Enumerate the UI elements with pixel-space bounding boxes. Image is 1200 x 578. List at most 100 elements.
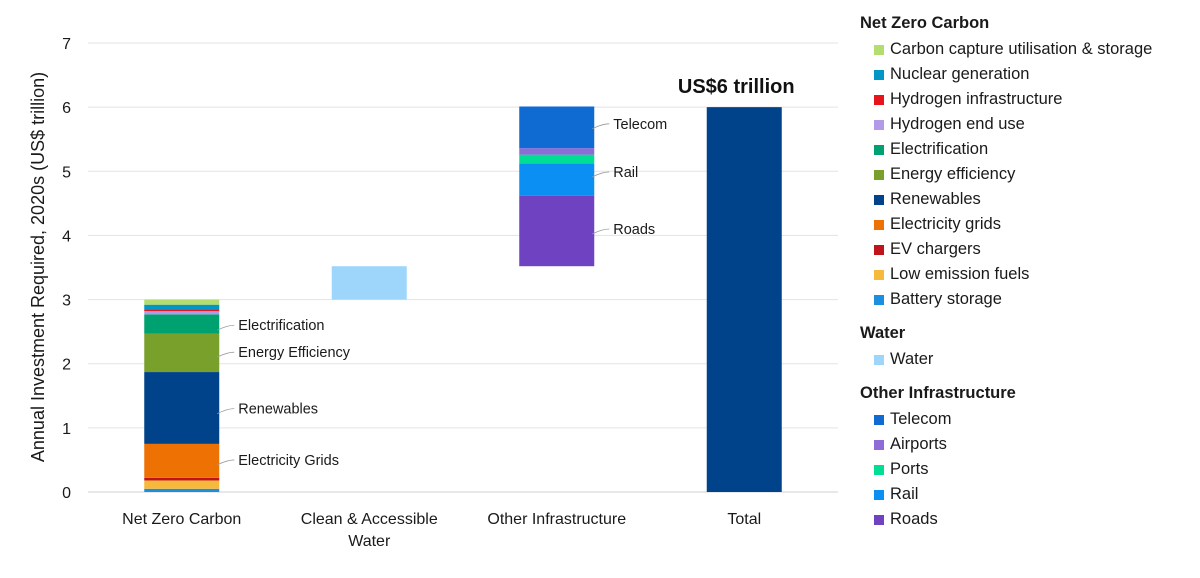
x-category-label: Total [727, 511, 761, 528]
legend-swatch [874, 94, 884, 105]
legend-swatch [874, 44, 884, 55]
legend-swatch [874, 464, 884, 475]
bar-segment-carbon-capture-utilisation-storage [144, 299, 220, 305]
legend-swatch [874, 219, 884, 230]
legend-item-carbon-capture-utilisation-storage: Carbon capture utilisation & storage [860, 37, 1196, 62]
bar-segment-battery-storage [144, 488, 220, 492]
legend-swatch [874, 294, 884, 305]
legend-swatch [874, 514, 884, 525]
bar-segment-hydrogen-end-use [144, 311, 220, 315]
x-category-label: Other Infrastructure [487, 511, 626, 528]
x-category-label: Clean & Accessible [301, 511, 438, 528]
legend-label: Nuclear generation [890, 65, 1030, 83]
legend-swatch [874, 194, 884, 205]
legend-swatch [874, 119, 884, 130]
legend-label: Rail [890, 485, 919, 503]
x-category-label: Water [348, 533, 391, 550]
bar-segment-renewables [144, 372, 220, 444]
bar-segment-electrification [144, 314, 220, 334]
legend-item-airports: Airports [860, 432, 1196, 457]
legend-label: EV chargers [890, 240, 981, 258]
total-label: US$6 trillion [678, 76, 795, 98]
annotation-leader [217, 459, 235, 466]
legend-label: Roads [890, 510, 938, 528]
legend-label: Airports [890, 435, 947, 453]
bars [144, 106, 782, 493]
annotation-roads: Roads [613, 222, 655, 238]
annotation-rail: Rail [613, 165, 638, 181]
bar-segment-telecom [519, 106, 595, 149]
annotation-renewables: Renewables [238, 402, 318, 418]
legend-label: Telecom [890, 410, 952, 428]
annotation-leader [217, 408, 235, 414]
legend-item-water: Water [860, 347, 1196, 372]
annotation-leader [592, 228, 610, 235]
annotation-electrification: Electrification [238, 318, 324, 334]
annotation-telecom: Telecom [613, 117, 667, 133]
bar-segment-total [706, 107, 782, 493]
legend-label: Low emission fuels [890, 265, 1030, 283]
y-tick-label: 4 [62, 228, 71, 245]
legend-item-rail: Rail [860, 482, 1196, 507]
bar-segment-energy-efficiency [144, 333, 220, 373]
legend-swatch [874, 69, 884, 80]
legend-item-energy-efficiency: Energy efficiency [860, 162, 1196, 187]
legend-label: Carbon capture utilisation & storage [890, 40, 1153, 58]
legend-item-electricity-grids: Electricity grids [860, 212, 1196, 237]
investment-chart: 0 1 2 3 4 5 6 7 Electrification Energy Efficienc… [28, 36, 838, 550]
y-tick-label: 7 [62, 36, 71, 53]
annotation-leader [592, 123, 610, 130]
bar-segment-electricity-grids [144, 443, 220, 478]
annotation-leader [217, 351, 235, 358]
legend-label: Battery storage [890, 290, 1002, 308]
legend-item-nuclear-generation: Nuclear generation [860, 62, 1196, 87]
bar-segment-airports [519, 148, 595, 155]
legend-label: Energy efficiency [890, 165, 1016, 183]
legend-label: Water [890, 350, 934, 368]
legend-swatch [874, 414, 884, 425]
legend-label: Hydrogen infrastructure [890, 90, 1063, 108]
legend-swatch [874, 354, 884, 365]
legend-label: Hydrogen end use [890, 115, 1025, 133]
annotation-energy-efficiency: Energy Efficiency [238, 345, 351, 361]
legend-item-battery-storage: Battery storage [860, 287, 1196, 312]
annotation-electricity-grids: Electricity Grids [238, 453, 339, 469]
bar-segment-ev-chargers [144, 477, 220, 481]
legend-group-title: Net Zero Carbon [860, 14, 990, 32]
bar-segment-ports [519, 154, 595, 164]
legend-label: Ports [890, 460, 929, 478]
legend-group-title: Other Infrastructure [860, 384, 1016, 402]
legend-group-title: Water [860, 324, 906, 342]
legend-item-hydrogen-infrastructure: Hydrogen infrastructure [860, 87, 1196, 112]
legend-label: Electrification [890, 140, 989, 158]
y-axis-label: Annual Investment Required, 2020s (US$ t… [28, 72, 48, 462]
legend-item-telecom: Telecom [860, 407, 1196, 432]
bar-segment-roads [519, 195, 595, 267]
y-tick-label: 5 [62, 164, 71, 181]
annotations: Electrification Energy Efficiency Renewabl… [217, 117, 667, 469]
bar-segment-rail [519, 163, 595, 196]
legend-group-other-infrastructure: Other Infrastructure Telecom Airports Ports… [860, 382, 1196, 532]
annotation-leader [217, 324, 235, 331]
legend-item-electrification: Electrification [860, 137, 1196, 162]
y-tick-label: 1 [62, 421, 71, 438]
legend-label: Electricity grids [890, 215, 1001, 233]
legend-group-water: Water Water [860, 322, 1196, 372]
legend-swatch [874, 169, 884, 180]
legend: Net Zero Carbon Carbon capture utilisatio… [860, 12, 1196, 542]
x-axis-categories: Net Zero Carbon Clean & Accessible Water Ot… [122, 511, 761, 550]
x-category-label: Net Zero Carbon [122, 511, 241, 528]
y-tick-label: 3 [62, 293, 71, 310]
legend-swatch [874, 439, 884, 450]
bar-segment-hydrogen-infrastructure [144, 309, 220, 312]
legend-item-ev-chargers: EV chargers [860, 237, 1196, 262]
legend-item-hydrogen-end-use: Hydrogen end use [860, 112, 1196, 137]
y-tick-label: 6 [62, 100, 71, 117]
y-axis-ticks: 0 1 2 3 4 5 6 7 [62, 36, 71, 502]
legend-swatch [874, 244, 884, 255]
legend-group-net-zero-carbon: Net Zero Carbon Carbon capture utilisatio… [860, 12, 1196, 312]
legend-item-low-emission-fuels: Low emission fuels [860, 262, 1196, 287]
legend-item-roads: Roads [860, 507, 1196, 532]
legend-swatch [874, 144, 884, 155]
legend-item-renewables: Renewables [860, 187, 1196, 212]
